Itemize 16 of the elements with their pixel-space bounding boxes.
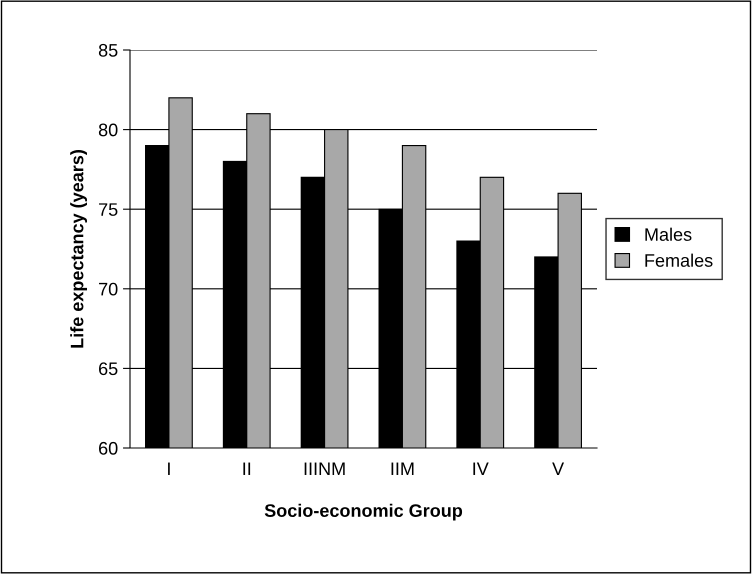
x-tick-label: V: [552, 462, 564, 475]
x-tick-label: IV: [473, 462, 489, 475]
x-tick-label: I: [168, 462, 170, 475]
x-tick-label: II: [243, 462, 250, 475]
x-tick-label: IIM: [392, 462, 414, 475]
y-tick-label: 85: [98, 44, 118, 57]
y-axis-title: Life expectancy (years): [70, 150, 87, 348]
x-tick-label: IIINM: [304, 462, 345, 475]
legend-label: Females: [645, 254, 713, 267]
y-tick-label: 60: [99, 442, 118, 455]
y-tick-label: 65: [99, 362, 118, 376]
legend-label: Males: [645, 228, 692, 241]
x-axis-title: Socio-economic Group: [264, 504, 462, 521]
y-tick-label: 75: [99, 203, 118, 216]
y-tick-label: 70: [99, 282, 118, 296]
y-tick-label: 80: [98, 124, 118, 136]
